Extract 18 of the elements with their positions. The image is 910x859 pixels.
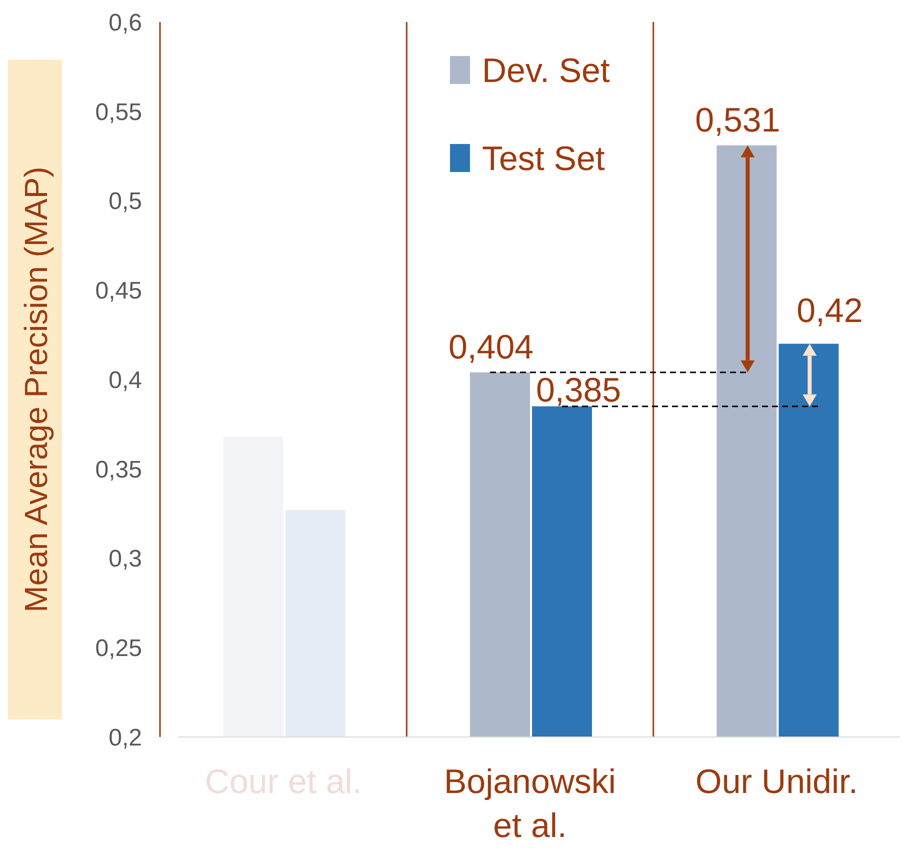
y-tick-label: 0,25 [95, 635, 142, 662]
y-tick-label: 0,35 [95, 456, 142, 484]
y-tick-label: 0,45 [95, 278, 142, 305]
y-tick-label: 0,4 [108, 366, 142, 394]
data-label: 0,385 [536, 371, 622, 410]
legend-label: Test Set [482, 140, 606, 178]
data-label: 0,42 [796, 292, 863, 330]
y-tick-label: 0,2 [108, 724, 142, 752]
y-tick-label: 0,6 [108, 9, 142, 36]
y-tick-label: 0,5 [108, 188, 142, 216]
x-tick-label: Bojanowski et al. [444, 763, 616, 845]
y-tick-label: 0,55 [95, 98, 142, 126]
legend-label: Dev. Set [482, 52, 610, 90]
data-label: 0,404 [448, 328, 534, 366]
y-axis-title: Mean Average Precision (MAP) [18, 166, 54, 612]
y-tick-label: 0,3 [108, 546, 142, 573]
data-label: 0,531 [695, 101, 780, 140]
x-tick-label: Our Unidir. [695, 763, 858, 801]
